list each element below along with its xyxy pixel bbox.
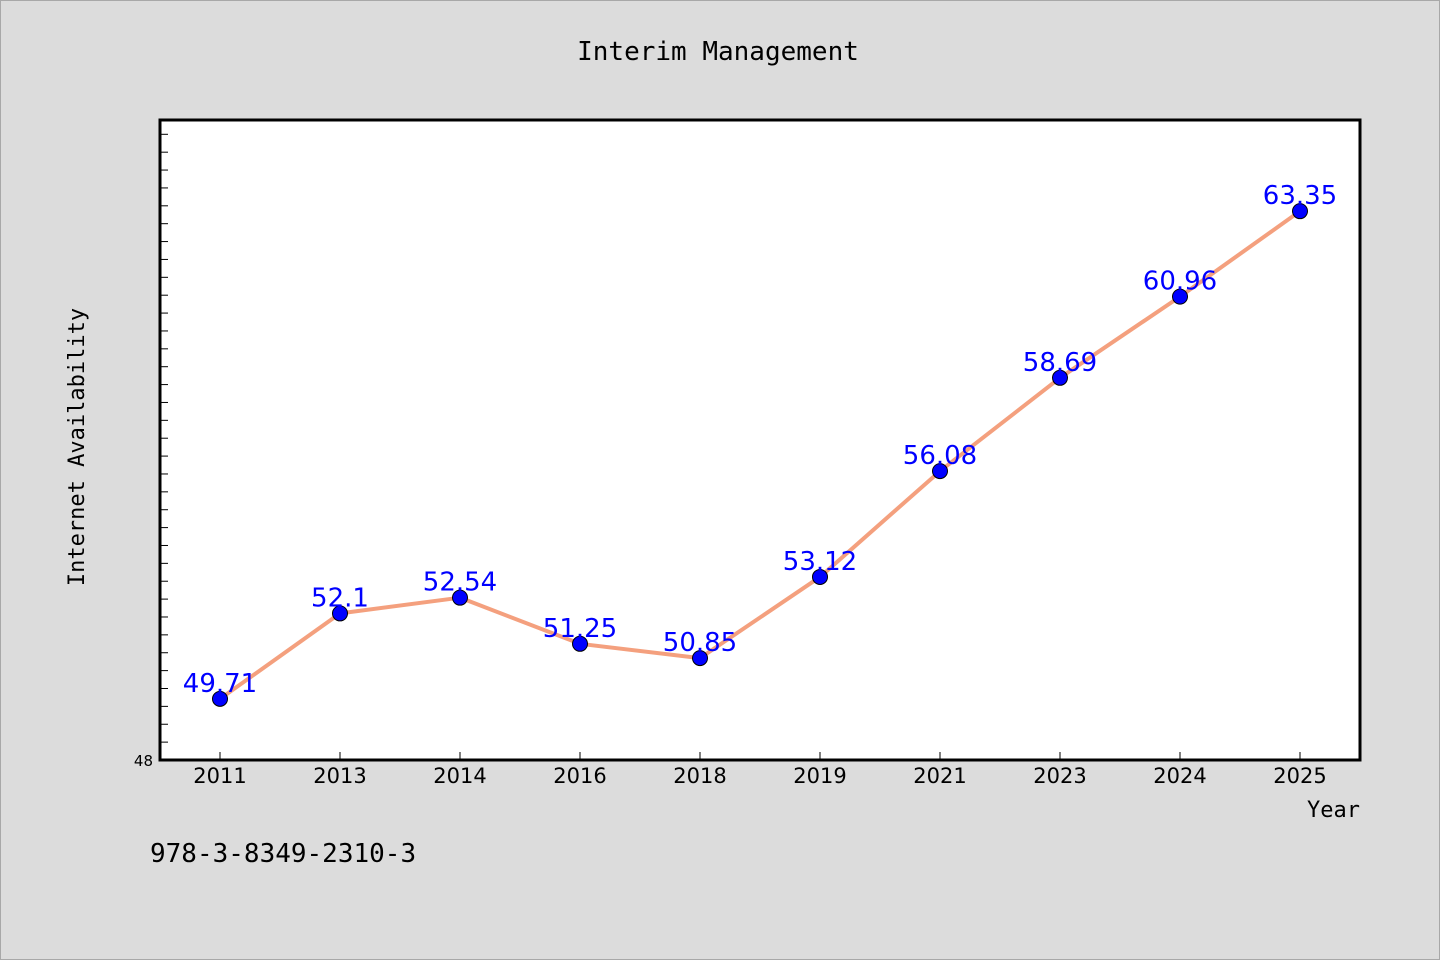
series-markers [212, 203, 1308, 707]
data-label: 50.85 [663, 628, 737, 658]
data-point [932, 463, 948, 480]
data-point [812, 568, 828, 585]
plot-area [160, 120, 1360, 760]
data-label: 52.54 [423, 568, 497, 598]
data-point [1052, 369, 1068, 386]
x-tick-label: 2016 [553, 764, 606, 788]
x-tick-label: 2011 [193, 764, 246, 788]
data-point [212, 690, 228, 707]
series-line [218, 209, 1302, 701]
plot-border [158, 118, 1362, 762]
data-label: 63.35 [1263, 181, 1337, 211]
x-tick-label: 2019 [793, 764, 846, 788]
chart-title: Interim Management [577, 37, 859, 67]
x-tick-label: 2014 [433, 764, 486, 788]
data-label: 51.25 [543, 614, 617, 644]
x-axis-ticks: 2011 2013 2014 2016 2018 2019 2021 2023 2024 2025 [193, 752, 1327, 788]
x-tick-label: 2018 [673, 764, 726, 788]
data-point [692, 650, 708, 667]
isbn-text: 978-3-8349-2310-3 [150, 839, 416, 869]
x-tick-label: 2013 [313, 764, 366, 788]
data-point [572, 635, 588, 652]
x-tick-label: 2025 [1273, 764, 1326, 788]
data-label: 56.08 [903, 441, 977, 471]
data-label: 53.12 [783, 547, 857, 577]
data-point [332, 605, 348, 622]
x-tick-label: 2024 [1153, 764, 1206, 788]
x-axis-label: Year [1307, 798, 1360, 823]
x-tick-label: 2023 [1033, 764, 1086, 788]
x-tick-label: 2021 [913, 764, 966, 788]
y-min-tick-label: 48 [134, 752, 153, 770]
data-point [1172, 288, 1188, 305]
data-point [452, 589, 468, 606]
data-label: 60.96 [1143, 267, 1217, 297]
data-label: 52.1 [311, 583, 369, 613]
data-point [1292, 203, 1308, 220]
data-label: 49.71 [183, 669, 257, 699]
data-label: 58.69 [1023, 348, 1097, 378]
data-labels: 49.71 52.1 52.54 51.25 50.85 53.12 56.08 58.69 6… [183, 181, 1337, 699]
y-axis-label: Internet Availability [65, 308, 90, 586]
